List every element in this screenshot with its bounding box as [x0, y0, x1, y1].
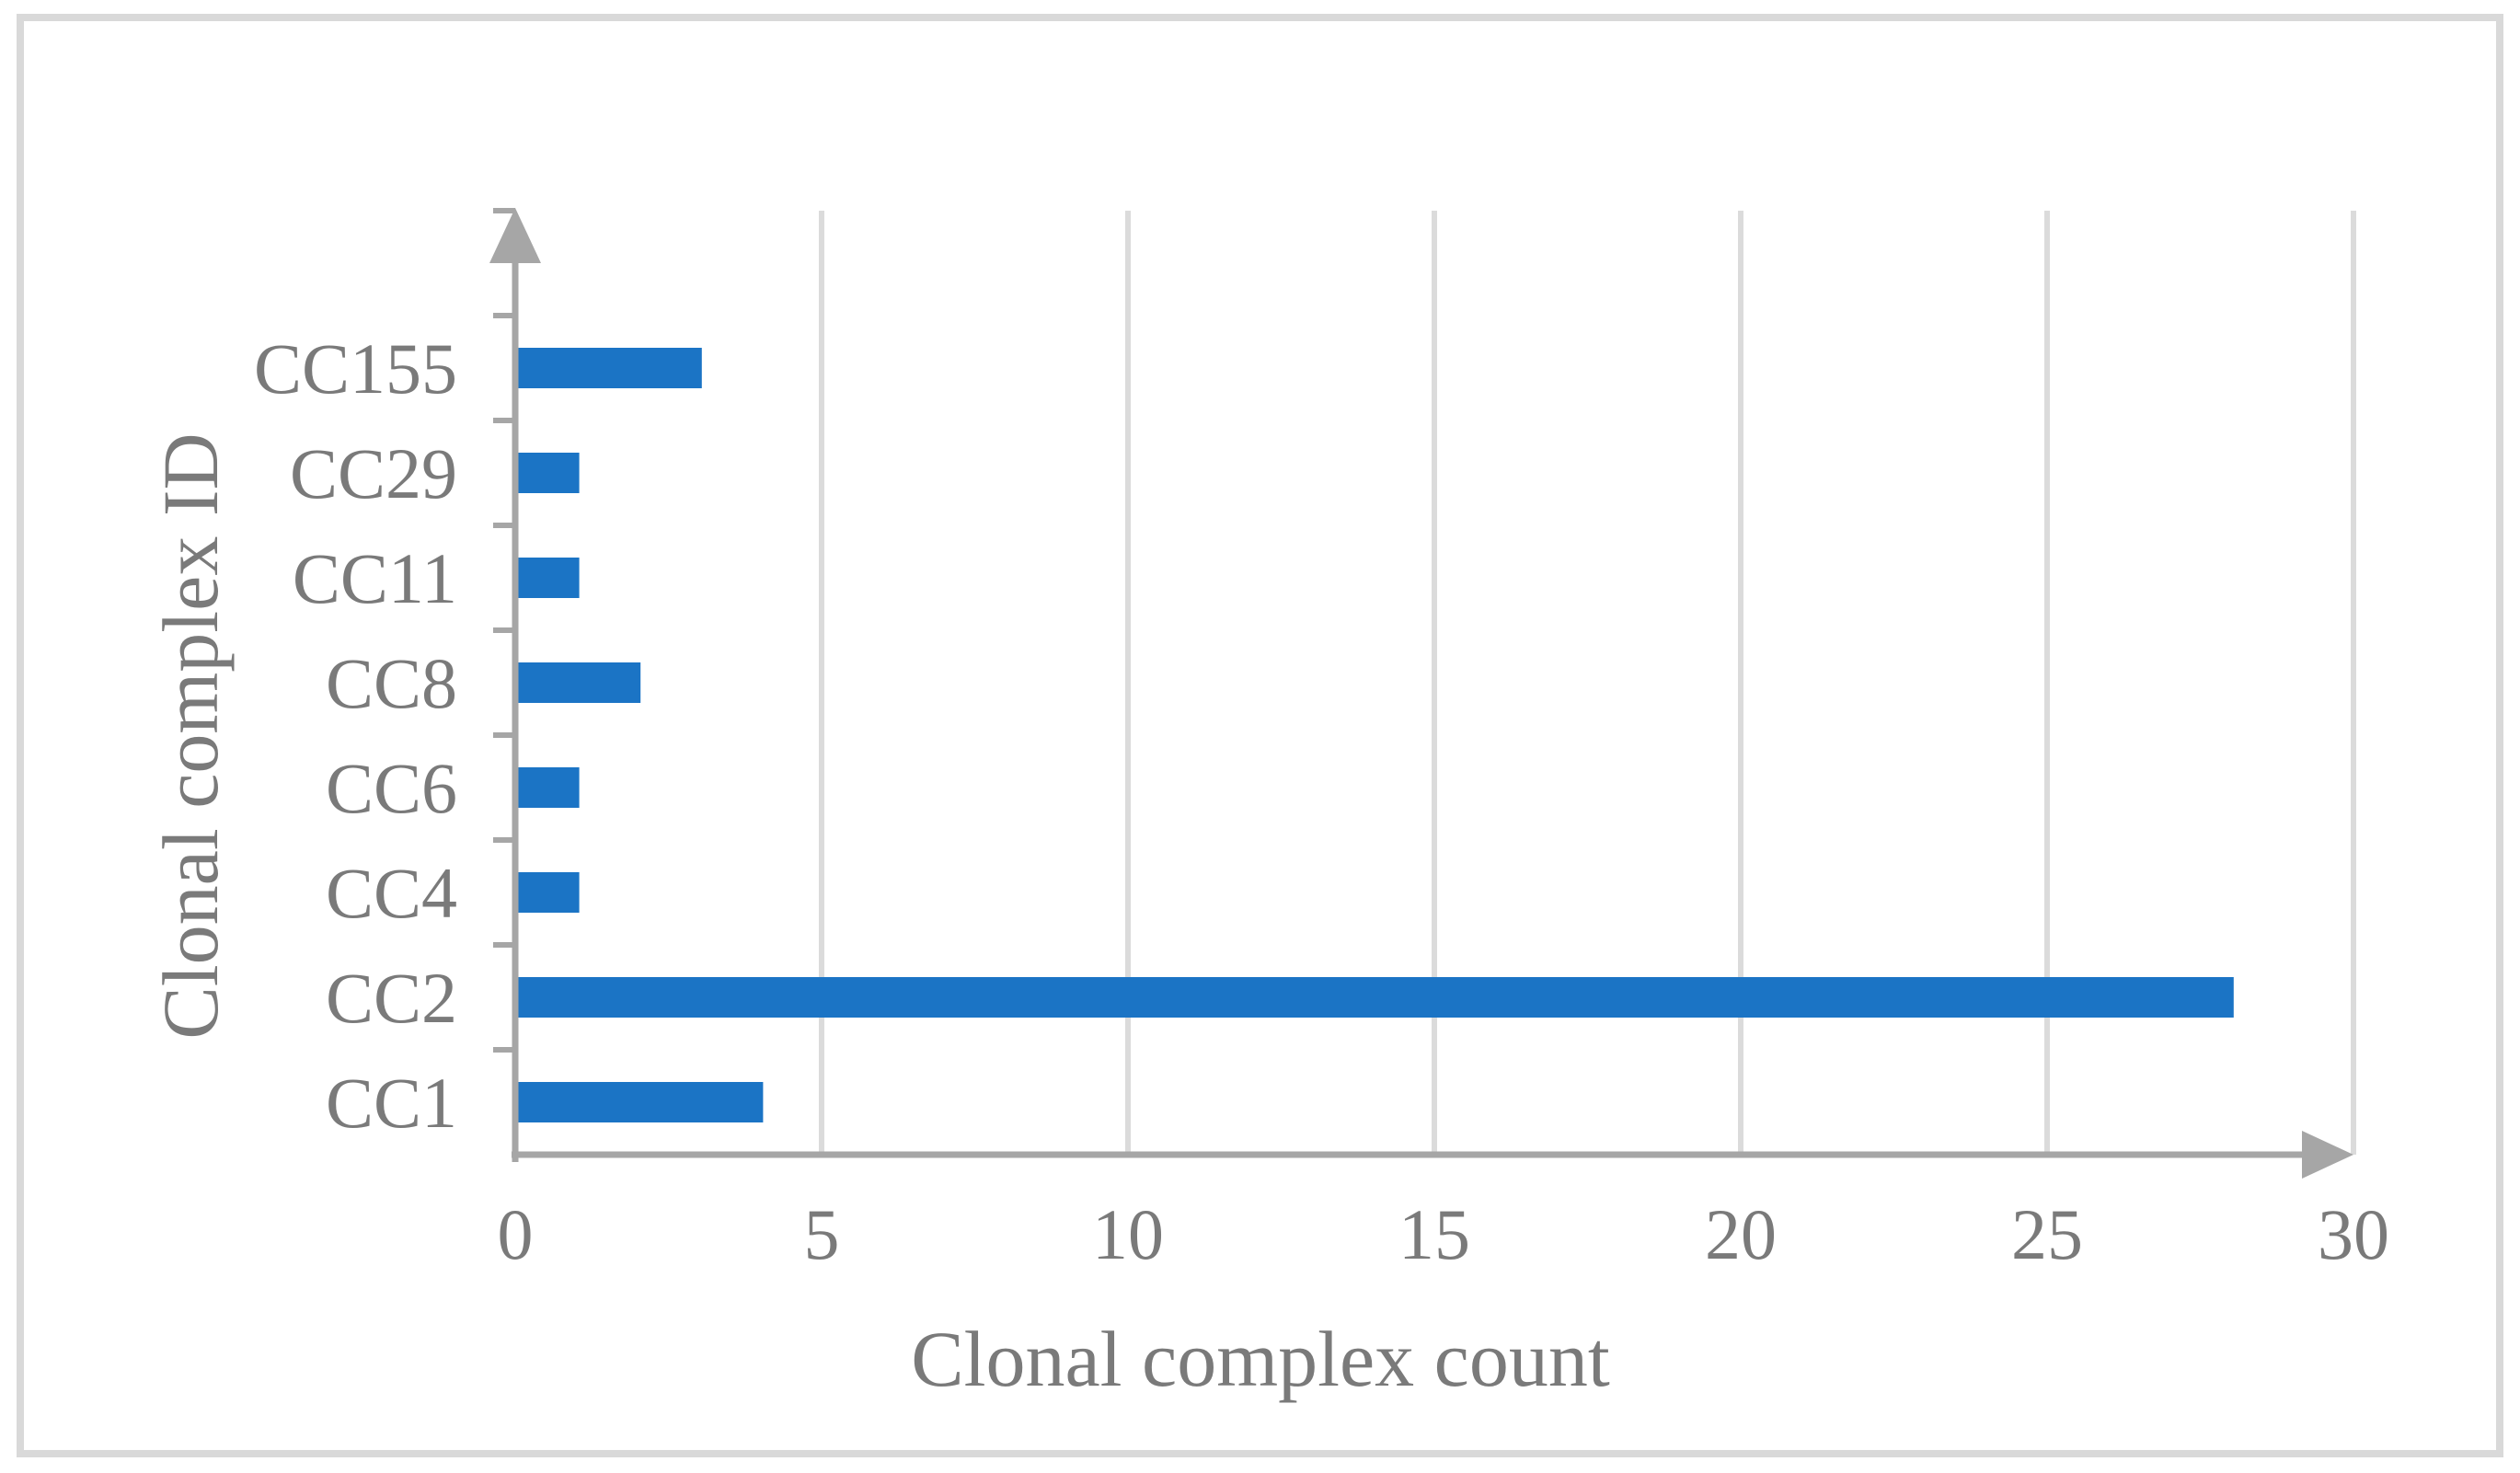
- bar-cc8: [518, 662, 641, 703]
- bars-group: [518, 348, 2234, 1122]
- category-label-cc1: CC1: [326, 1063, 457, 1143]
- bar-cc2: [518, 977, 2234, 1018]
- category-label-cc2: CC2: [326, 958, 457, 1038]
- axes-group: [489, 208, 2353, 1179]
- category-label-cc6: CC6: [326, 748, 457, 828]
- x-axis-arrowhead: [2302, 1131, 2353, 1179]
- category-label-cc4: CC4: [326, 853, 457, 933]
- tick-labels-group: 0 5 10 15 20 25 30: [498, 1194, 2390, 1274]
- bar-cc11: [518, 558, 580, 598]
- y-axis-title: Clonal complex ID: [146, 432, 235, 1039]
- x-tick-label-0: 0: [498, 1194, 534, 1274]
- bar-cc155: [518, 348, 702, 388]
- chart-border-frame: [17, 14, 2503, 1457]
- x-axis-title: Clonal complex count: [911, 1315, 1610, 1403]
- category-label-cc8: CC8: [326, 643, 457, 723]
- bar-cc4: [518, 872, 580, 913]
- x-tick-label-10: 10: [1092, 1194, 1164, 1274]
- category-label-cc155: CC155: [254, 328, 457, 409]
- x-tick-label-30: 30: [2318, 1194, 2389, 1274]
- bar-cc6: [518, 767, 580, 808]
- category-label-cc29: CC29: [290, 433, 457, 513]
- x-tick-label-25: 25: [2011, 1194, 2083, 1274]
- category-label-cc11: CC11: [293, 538, 457, 618]
- x-tick-label-5: 5: [804, 1194, 840, 1274]
- x-tick-label-20: 20: [1705, 1194, 1777, 1274]
- bar-cc1: [518, 1082, 764, 1122]
- y-axis-arrowhead: [489, 208, 541, 263]
- x-tick-label-15: 15: [1398, 1194, 1470, 1274]
- category-labels-group: CC155 CC29 CC11 CC8 CC6 CC4 CC2 CC1: [254, 328, 457, 1143]
- bar-cc29: [518, 453, 580, 493]
